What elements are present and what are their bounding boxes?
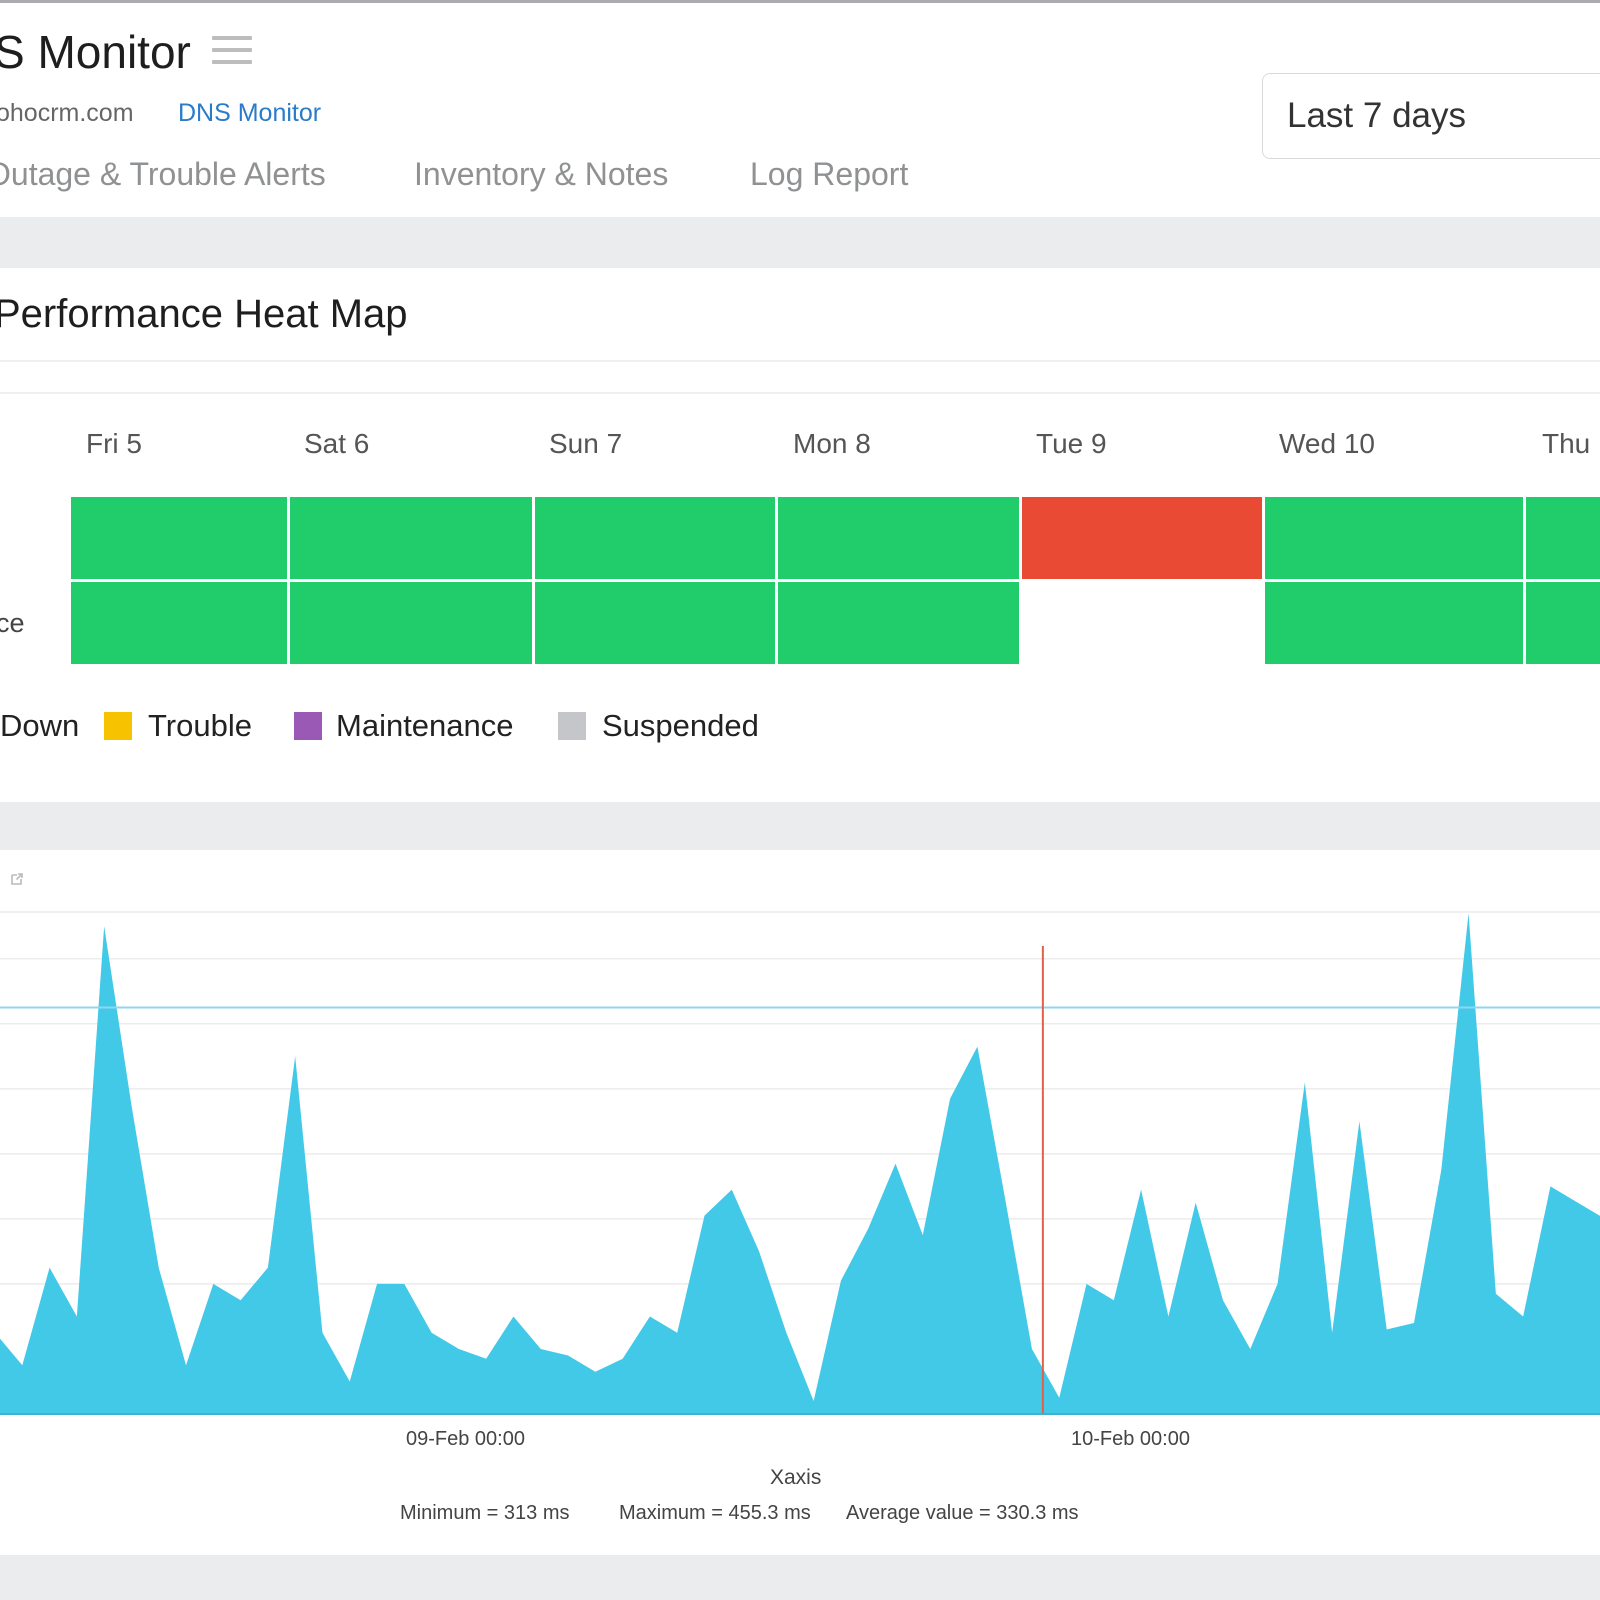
legend-maintenance: Maintenance (294, 708, 534, 743)
response-time-chart-panel: 09-Feb 00:00 10-Feb 00:00 Xaxis Minimum … (0, 850, 1600, 1555)
heat-cell[interactable] (778, 497, 1019, 579)
breadcrumb-current-link[interactable]: DNS Monitor (178, 99, 322, 127)
legend-suspended: Suspended (558, 708, 798, 743)
heat-cell[interactable] (1265, 582, 1523, 664)
stat-average: Average value = 330.3 ms (846, 1502, 1079, 1524)
tab-log-report[interactable]: Log Report (750, 156, 909, 192)
window-top-border (0, 0, 1600, 3)
day-header: Tue 9 (1036, 428, 1107, 459)
day-header: Mon 8 (793, 428, 871, 459)
heat-cell[interactable] (778, 582, 1019, 664)
date-range-value: Last 7 days (1287, 96, 1466, 135)
heat-cell[interactable] (1526, 582, 1600, 664)
x-tick-label: 09-Feb 00:00 (406, 1428, 525, 1450)
legend-label: Suspended (602, 708, 759, 743)
heat-cell[interactable] (535, 497, 775, 579)
legend-swatch (294, 712, 322, 740)
legend-label: Trouble (148, 708, 252, 743)
stat-minimum: Minimum = 313 ms (400, 1502, 570, 1524)
stat-maximum: Maximum = 455.3 ms (619, 1502, 811, 1524)
heat-cell[interactable] (1265, 497, 1523, 579)
tab-outage-trouble-alerts[interactable]: Outage & Trouble Alerts (0, 156, 326, 192)
divider (0, 392, 1600, 394)
day-header: Wed 10 (1279, 428, 1375, 459)
legend-label: Down (0, 708, 80, 743)
day-header: Thu (1542, 428, 1591, 459)
legend-trouble: Trouble (104, 708, 274, 743)
x-axis-title: Xaxis (770, 1466, 822, 1489)
heat-cell[interactable] (71, 497, 287, 579)
day-header: Fri 5 (86, 428, 142, 459)
heat-cell[interactable] (290, 582, 532, 664)
heat-cell[interactable] (535, 582, 775, 664)
heat-map-panel: Performance Heat Map Fri 5 Sat 6 Sun 7 M… (0, 268, 1600, 802)
legend-swatch (558, 712, 586, 740)
heat-map-title: Performance Heat Map (0, 292, 408, 336)
heat-cell[interactable] (1022, 582, 1262, 664)
divider (0, 360, 1600, 362)
heat-cell[interactable] (290, 497, 532, 579)
legend-label: Maintenance (336, 708, 514, 743)
legend-down: Down (0, 708, 80, 743)
date-range-select[interactable]: Last 7 days (1262, 73, 1600, 159)
response-time-area-series[interactable] (0, 913, 1600, 1414)
row-label-performance: ce (0, 608, 25, 638)
page-title: S Monitor (0, 26, 191, 78)
day-header: Sat 6 (304, 428, 370, 459)
page-header: S Monitor ohocrm.com DNS Monitor Outage … (0, 3, 1600, 217)
external-link-icon[interactable] (10, 872, 24, 886)
day-header: Sun 7 (549, 428, 623, 459)
response-time-chart (0, 911, 1600, 1415)
heat-cell[interactable] (71, 582, 287, 664)
x-tick-label: 10-Feb 00:00 (1071, 1428, 1190, 1450)
tab-inventory-notes[interactable]: Inventory & Notes (414, 156, 669, 192)
heat-cell[interactable] (1022, 497, 1262, 579)
hamburger-menu-icon[interactable] (212, 36, 252, 68)
legend-swatch (104, 712, 132, 740)
breadcrumb-site-link[interactable]: ohocrm.com (0, 99, 134, 127)
heat-cell[interactable] (1526, 497, 1600, 579)
